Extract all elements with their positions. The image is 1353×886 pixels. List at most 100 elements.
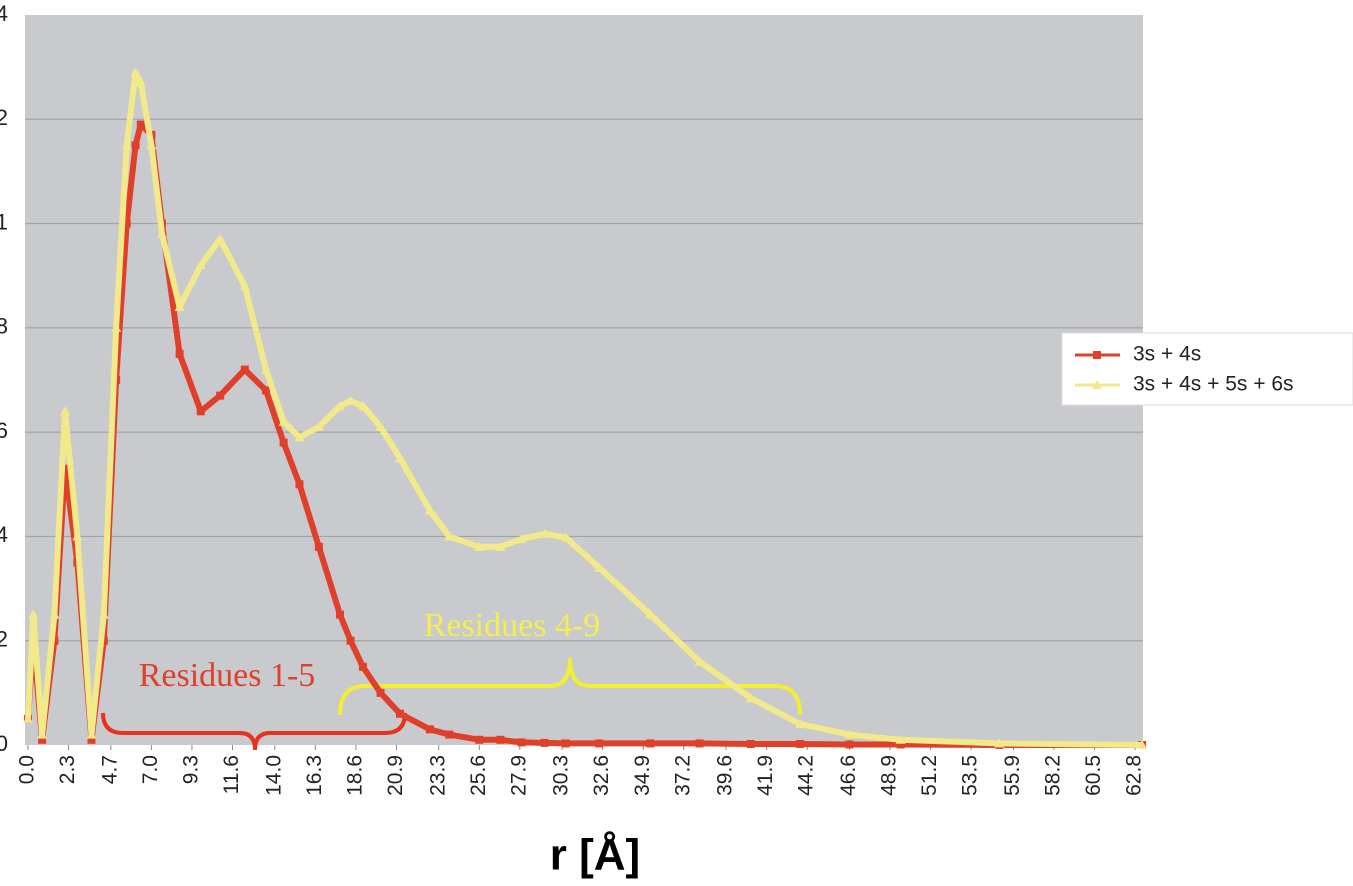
point [444,531,455,541]
legend-marker [1092,380,1102,389]
point [313,421,324,431]
point [1137,740,1148,749]
y-tick-label: 0.1 [0,209,8,234]
y-tick-label: 0.02 [0,627,8,652]
y-tick-label: 0.12 [0,105,8,130]
point [394,453,405,463]
point [645,609,656,619]
point [61,464,70,473]
brace [101,712,407,751]
point [745,693,756,703]
x-tick-label: 62.8 [1123,755,1146,796]
x-tick-label: 20.9 [384,755,407,796]
point [746,739,755,748]
x-tick-label: 23.3 [426,755,449,796]
x-tick-label: 7.0 [139,755,162,784]
point [156,229,167,238]
point [516,534,527,544]
annotation: Residues 1-5 [139,657,316,694]
x-tick-label: 44.2 [795,755,818,796]
point [445,730,454,739]
point [86,729,97,739]
point [146,140,157,150]
point [87,735,96,744]
x-tick-label: 34.9 [631,755,654,796]
point [239,281,250,291]
legend-label: 3s + 4s + 5s + 6s [1133,373,1294,396]
point [294,432,305,442]
x-axis-title: r [Å] [550,831,640,880]
x-tick-label: 37.2 [671,755,694,796]
legend-marker [1093,351,1101,359]
point [261,386,270,395]
point [844,729,855,739]
point [474,541,485,551]
point [174,302,185,311]
point [560,532,571,542]
point [475,735,484,744]
point [495,541,506,551]
x-tick-label: 46.6 [837,755,860,796]
point [646,739,655,748]
point [240,365,249,374]
x-tick-label: 48.9 [878,755,901,796]
plot-area [25,15,1143,745]
point [539,528,550,538]
point [561,739,570,748]
y-tick-label: 0.08 [0,314,8,339]
x-tick-label: 60.5 [1082,755,1105,796]
point [28,609,39,619]
y-tick-label: 0.06 [0,418,8,443]
point [358,662,367,671]
brace [338,657,802,716]
legend-label: 3s + 4s [1133,343,1201,366]
x-tick-label: 9.3 [179,755,202,784]
x-tick-label: 55.9 [1001,755,1024,796]
point [131,141,140,150]
point [594,562,605,572]
point [314,542,323,551]
point [496,735,505,744]
point [49,609,60,619]
point [335,401,346,411]
x-tick-label: 25.6 [467,755,490,796]
point [336,610,345,619]
point [346,636,355,645]
point [695,739,704,748]
x-tick-label: 27.9 [507,755,530,796]
point [260,364,271,374]
point [279,438,288,447]
x-tick-label: 58.2 [1042,755,1065,796]
x-tick-label: 16.3 [303,755,326,796]
x-tick-label: 4.7 [98,755,121,784]
point [60,406,71,416]
point [994,738,1005,748]
point [345,395,356,405]
x-tick-label: 39.6 [714,755,737,796]
point [795,719,806,729]
point [136,120,145,129]
point [395,709,404,718]
x-tick-label: 53.5 [959,755,982,796]
point [37,729,48,739]
point [425,725,434,734]
point [796,739,805,748]
point [424,505,435,515]
y-tick-label: 0 [0,731,8,756]
y-tick-label: 0.14 [0,1,8,26]
x-tick-label: 51.2 [918,755,941,796]
point [130,67,141,77]
x-tick-label: 30.3 [550,755,573,796]
x-tick-label: 41.9 [754,755,777,796]
point [175,349,184,358]
point [98,609,109,619]
point [38,735,47,744]
point [216,391,225,400]
point [196,407,205,416]
x-tick-label: 18.6 [343,755,366,796]
point [376,688,385,697]
annotation: Residues 4-9 [424,607,601,644]
legend [1061,332,1353,406]
point [896,740,905,749]
point [135,77,146,87]
